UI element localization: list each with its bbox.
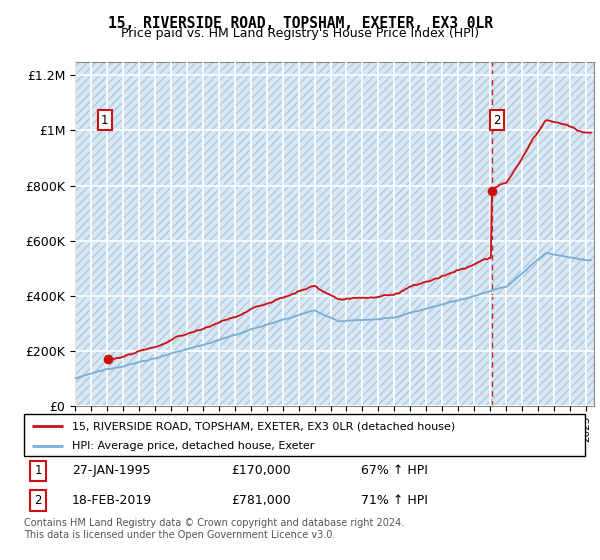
Text: HPI: Average price, detached house, Exeter: HPI: Average price, detached house, Exet… <box>71 441 314 451</box>
Text: 27-JAN-1995: 27-JAN-1995 <box>71 464 150 478</box>
Text: 2: 2 <box>493 114 500 127</box>
Text: 18-FEB-2019: 18-FEB-2019 <box>71 494 152 507</box>
Text: 2: 2 <box>34 494 42 507</box>
Text: £781,000: £781,000 <box>232 494 292 507</box>
Text: Price paid vs. HM Land Registry's House Price Index (HPI): Price paid vs. HM Land Registry's House … <box>121 27 479 40</box>
Text: 15, RIVERSIDE ROAD, TOPSHAM, EXETER, EX3 0LR: 15, RIVERSIDE ROAD, TOPSHAM, EXETER, EX3… <box>107 16 493 31</box>
Text: 1: 1 <box>34 464 42 478</box>
Text: 71% ↑ HPI: 71% ↑ HPI <box>361 494 427 507</box>
Text: 15, RIVERSIDE ROAD, TOPSHAM, EXETER, EX3 0LR (detached house): 15, RIVERSIDE ROAD, TOPSHAM, EXETER, EX3… <box>71 421 455 431</box>
Text: Contains HM Land Registry data © Crown copyright and database right 2024.
This d: Contains HM Land Registry data © Crown c… <box>24 518 404 540</box>
Text: £170,000: £170,000 <box>232 464 292 478</box>
Text: 1: 1 <box>101 114 109 127</box>
Text: 67% ↑ HPI: 67% ↑ HPI <box>361 464 427 478</box>
